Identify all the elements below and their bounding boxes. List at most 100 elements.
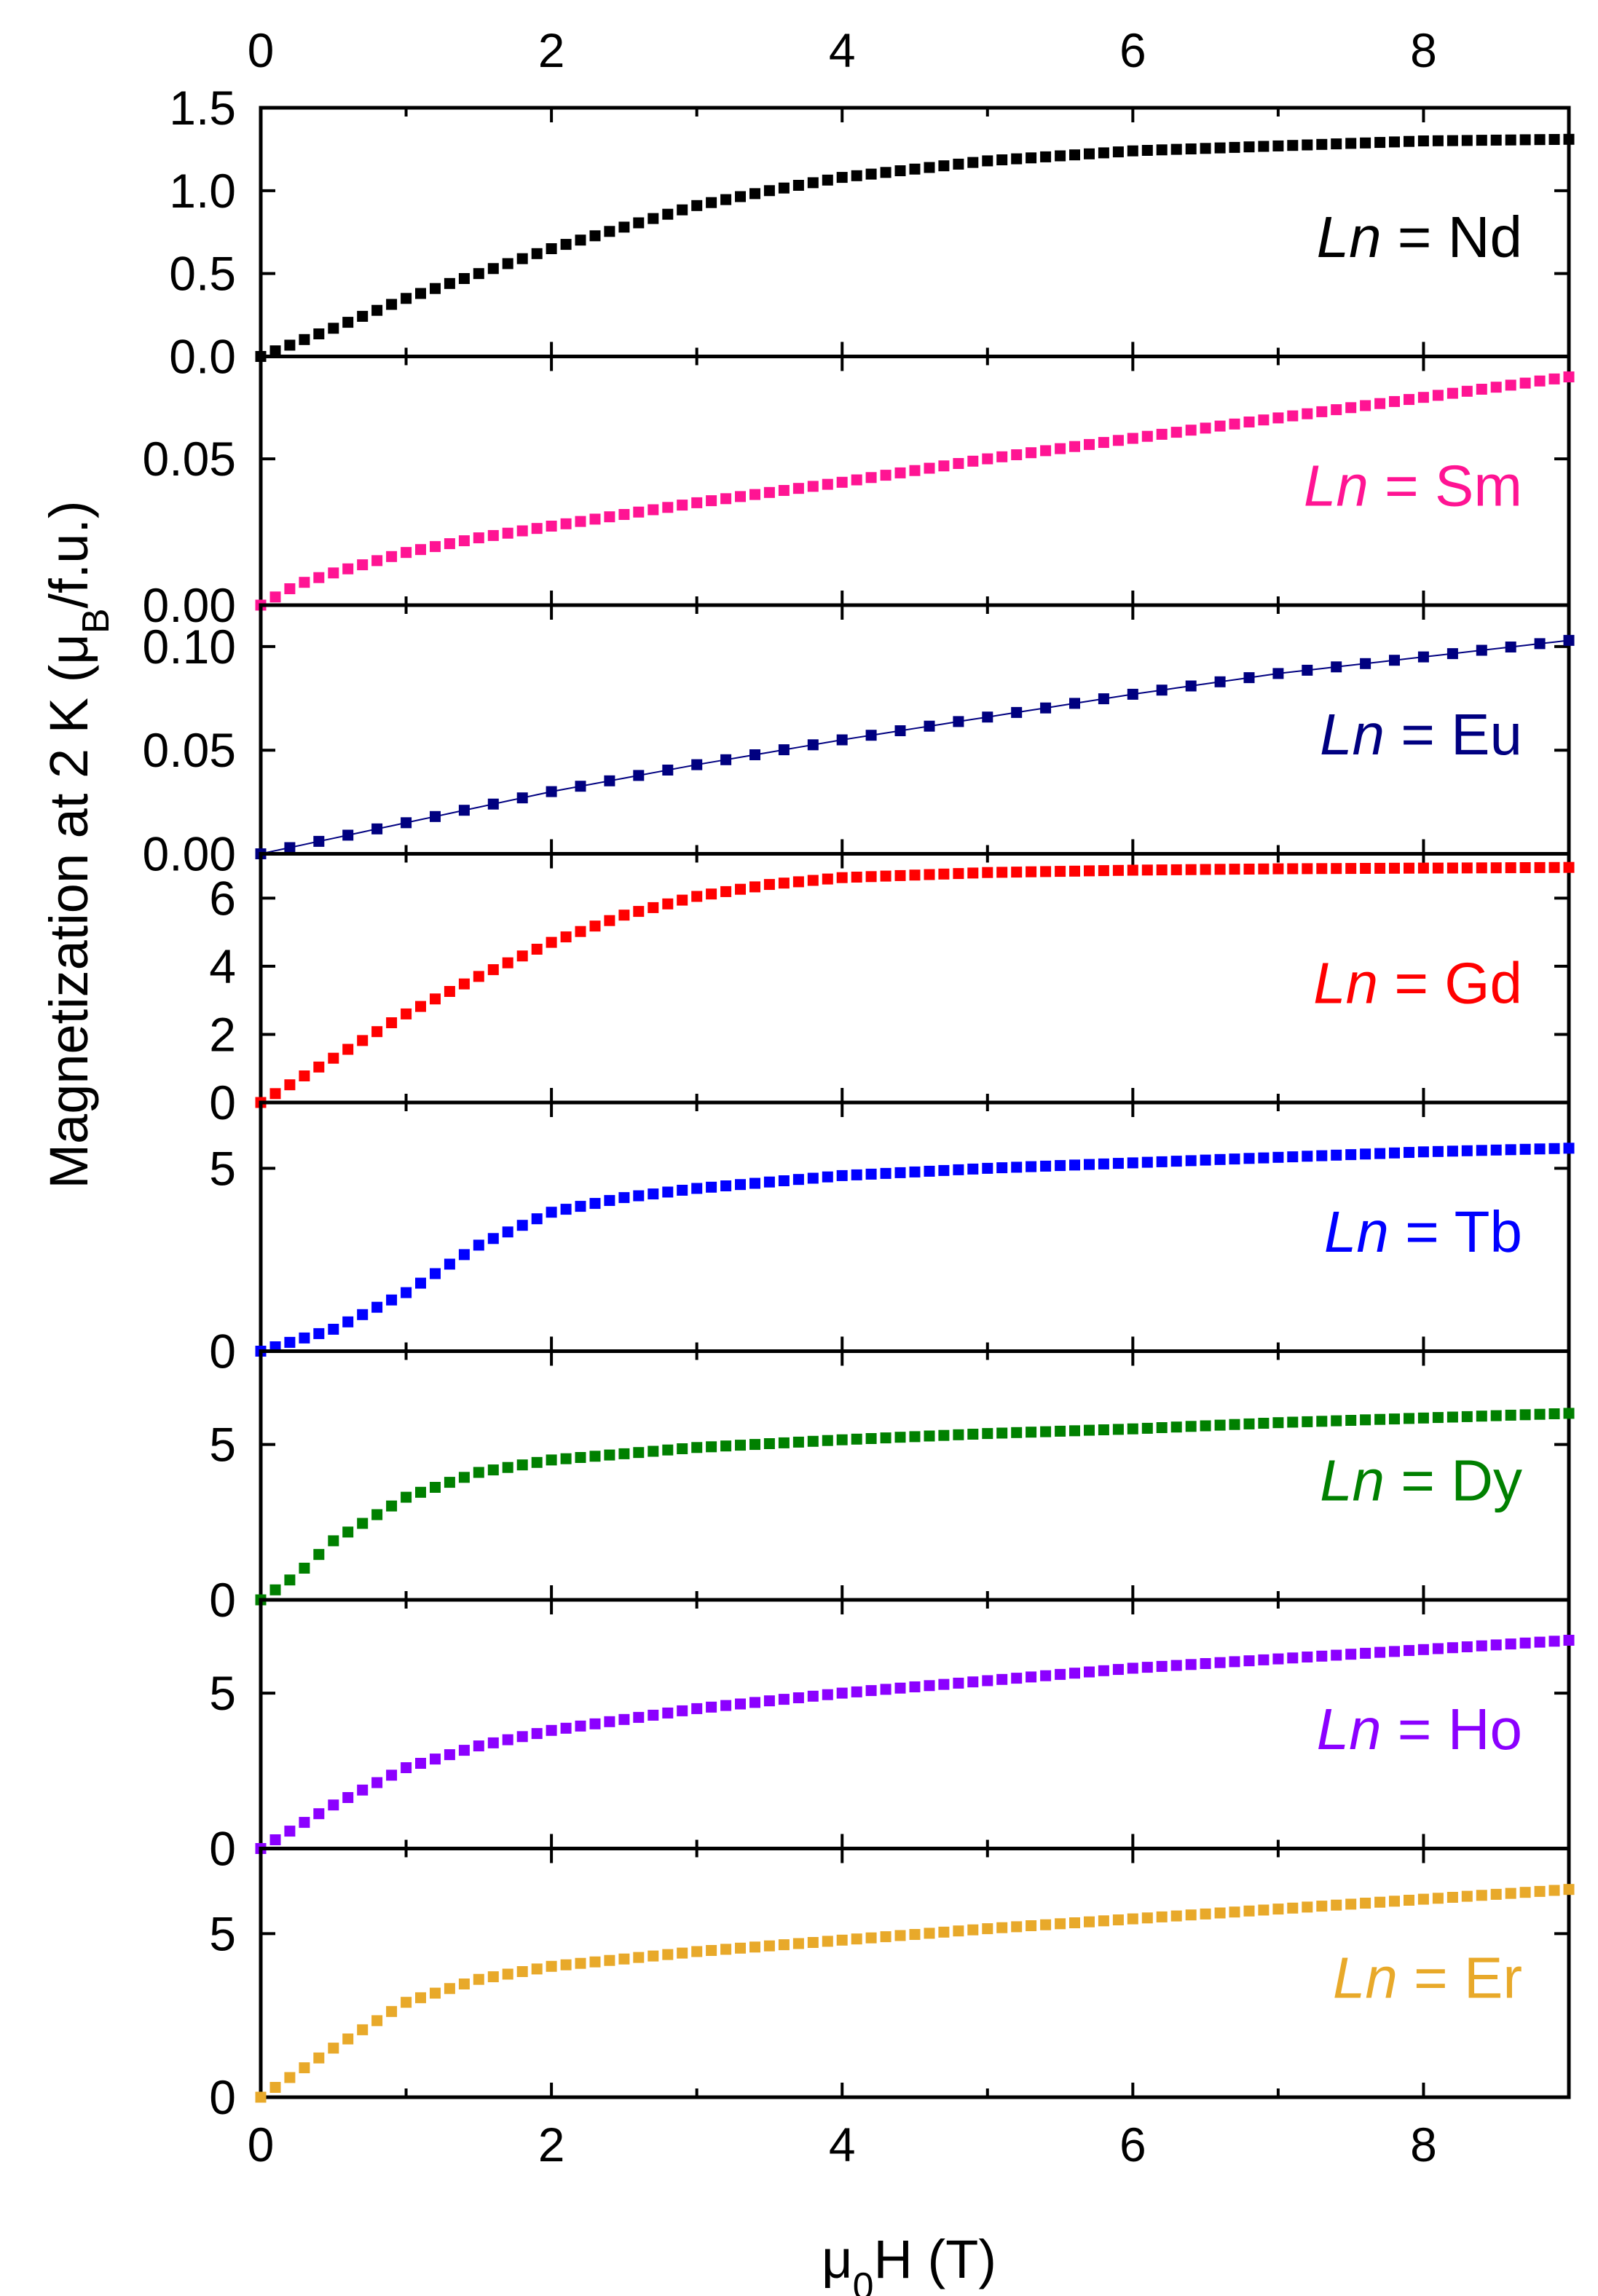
data-point-ho bbox=[749, 1697, 760, 1708]
data-point-eu bbox=[1360, 658, 1371, 669]
data-point-dy bbox=[1374, 1413, 1386, 1425]
data-point-dy bbox=[1447, 1411, 1458, 1423]
data-point-dy bbox=[618, 1448, 630, 1459]
panel-ho: 0 5 Ln = Ho bbox=[209, 1598, 1575, 1876]
data-point-dy bbox=[662, 1444, 674, 1456]
data-point-gd bbox=[1141, 864, 1153, 876]
data-point-tb bbox=[836, 1169, 848, 1181]
data-point-sm bbox=[328, 567, 339, 579]
y-tick-label: 2 bbox=[209, 1007, 236, 1061]
data-point-dy bbox=[342, 1526, 354, 1538]
data-point-sm bbox=[415, 544, 426, 556]
data-point-sm bbox=[1156, 428, 1168, 440]
data-point-er bbox=[502, 1968, 513, 1980]
data-point-tb bbox=[633, 1190, 645, 1202]
data-point-er bbox=[720, 1944, 732, 1955]
data-point-tb bbox=[1287, 1151, 1299, 1163]
data-point-tb bbox=[604, 1195, 615, 1207]
data-point-nd bbox=[313, 328, 325, 339]
panel-label-italic: Ln bbox=[1304, 453, 1369, 518]
data-point-gd bbox=[1084, 865, 1095, 877]
data-point-tb bbox=[1200, 1154, 1211, 1166]
y-tick-label: 5 bbox=[209, 1906, 236, 1960]
data-point-ho bbox=[691, 1703, 703, 1714]
data-point-er bbox=[1040, 1919, 1052, 1930]
data-point-tb bbox=[1258, 1152, 1270, 1164]
data-point-dy bbox=[604, 1449, 615, 1461]
data-point-eu bbox=[1563, 634, 1575, 646]
data-point-gd bbox=[1272, 863, 1284, 875]
data-point-gd bbox=[1548, 861, 1560, 873]
data-point-gd bbox=[633, 906, 645, 918]
data-point-nd bbox=[1156, 144, 1168, 156]
data-point-gd bbox=[430, 993, 441, 1005]
data-point-sm bbox=[982, 453, 993, 465]
data-point-nd bbox=[851, 170, 862, 181]
data-point-dy bbox=[1040, 1426, 1052, 1437]
data-point-tb bbox=[967, 1163, 979, 1175]
data-point-tb bbox=[1432, 1145, 1444, 1157]
data-point-nd bbox=[1417, 135, 1429, 146]
data-point-gd bbox=[1040, 866, 1052, 877]
data-point-ho bbox=[1185, 1659, 1197, 1670]
data-point-nd bbox=[1548, 134, 1560, 145]
data-point-sm bbox=[996, 451, 1008, 462]
data-point-gd bbox=[822, 873, 833, 885]
data-point-nd bbox=[589, 230, 601, 242]
data-point-sm bbox=[299, 577, 310, 588]
data-point-tb bbox=[1316, 1150, 1328, 1161]
data-point-dy bbox=[1011, 1427, 1023, 1438]
panels: 0.00.51.01.5Ln = Nd0.000.05 Ln = Sm0.000.… bbox=[143, 81, 1575, 2124]
data-point-ho bbox=[1302, 1652, 1313, 1662]
data-point-er bbox=[792, 1938, 804, 1949]
data-point-tb bbox=[822, 1171, 833, 1183]
data-point-er bbox=[1374, 1896, 1386, 1908]
data-point-gd bbox=[982, 867, 993, 878]
data-point-er bbox=[1272, 1904, 1284, 1915]
data-point-er bbox=[938, 1926, 950, 1938]
data-point-nd bbox=[1490, 134, 1502, 146]
data-point-sm bbox=[1040, 445, 1052, 457]
panel-label-gd: Ln = Gd bbox=[1313, 950, 1522, 1015]
data-point-tb bbox=[1302, 1151, 1313, 1162]
data-point-er bbox=[1389, 1895, 1400, 1907]
data-point-er bbox=[1432, 1893, 1444, 1904]
data-point-gd bbox=[953, 868, 964, 880]
data-point-tb bbox=[502, 1226, 513, 1238]
data-point-sm bbox=[880, 470, 892, 481]
panel-dy: 0 5 Ln = Dy bbox=[209, 1349, 1575, 1627]
y-tick-label: 5 bbox=[209, 1666, 236, 1720]
y-tick-label: 0.00 bbox=[143, 578, 236, 632]
data-point-ho bbox=[720, 1700, 732, 1711]
data-point-dy bbox=[1519, 1409, 1531, 1421]
data-point-nd bbox=[836, 172, 848, 184]
data-point-ho bbox=[1519, 1637, 1531, 1649]
data-point-dy bbox=[1127, 1423, 1138, 1435]
data-point-nd bbox=[1055, 150, 1066, 162]
data-point-sm bbox=[1011, 449, 1023, 460]
data-point-er bbox=[1141, 1912, 1153, 1924]
data-point-tb bbox=[894, 1167, 906, 1178]
data-point-sm bbox=[313, 572, 325, 583]
data-point-er bbox=[1098, 1915, 1109, 1927]
data-point-ho bbox=[269, 1834, 281, 1845]
data-point-er bbox=[967, 1924, 979, 1936]
data-point-tb bbox=[328, 1323, 339, 1335]
data-point-ho bbox=[1345, 1649, 1357, 1660]
data-point-er bbox=[662, 1949, 674, 1960]
data-point-nd bbox=[735, 191, 746, 202]
data-point-sm bbox=[953, 458, 964, 469]
data-point-ho bbox=[575, 1720, 586, 1732]
data-point-sm bbox=[444, 538, 455, 550]
data-point-gd bbox=[836, 872, 848, 883]
data-point-gd bbox=[749, 881, 760, 893]
data-point-dy bbox=[1243, 1418, 1255, 1429]
data-point-ho bbox=[909, 1681, 921, 1692]
data-point-eu bbox=[807, 739, 819, 751]
data-point-eu bbox=[1534, 638, 1546, 650]
data-point-er bbox=[851, 1933, 862, 1945]
data-point-er bbox=[1563, 1884, 1575, 1895]
data-point-dy bbox=[996, 1427, 1008, 1439]
data-point-tb bbox=[458, 1249, 470, 1261]
data-point-gd bbox=[924, 869, 935, 880]
